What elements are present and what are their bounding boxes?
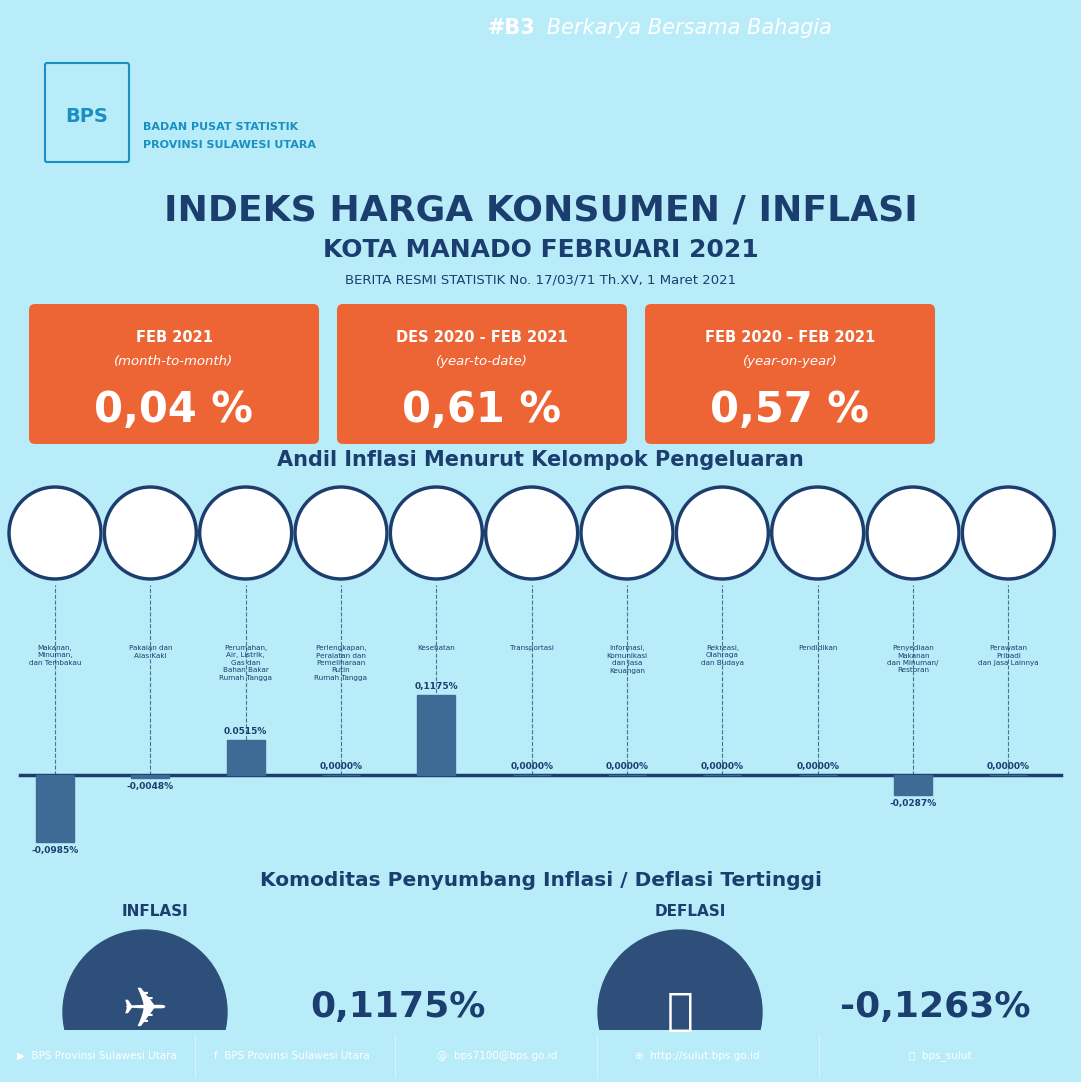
Text: Kesehatan: Kesehatan (417, 645, 455, 651)
Text: ⊕  http://sulut.bps.go.id: ⊕ http://sulut.bps.go.id (635, 1051, 760, 1061)
Text: DEFLASI: DEFLASI (654, 903, 725, 919)
Text: 0,0000%: 0,0000% (510, 762, 553, 771)
Text: ▶  BPS Provinsi Sulawesi Utara: ▶ BPS Provinsi Sulawesi Utara (17, 1051, 177, 1061)
Circle shape (485, 487, 577, 579)
Text: Andil Inflasi Menurut Kelompok Pengeluaran: Andil Inflasi Menurut Kelompok Pengeluar… (277, 450, 804, 470)
Circle shape (598, 931, 762, 1082)
Text: @  bps7100@bps.go.id: @ bps7100@bps.go.id (437, 1051, 558, 1061)
Bar (227, 740, 265, 775)
Text: KOTA MANADO FEBRUARI 2021: KOTA MANADO FEBRUARI 2021 (322, 238, 759, 262)
Text: -0,1263%: -0,1263% (840, 990, 1030, 1024)
Text: 0,1175%: 0,1175% (414, 682, 458, 691)
Bar (131, 775, 170, 778)
Text: Berkarya Bersama Bahagia: Berkarya Bersama Bahagia (540, 17, 832, 38)
Circle shape (390, 487, 482, 579)
Text: Transportasi: Transportasi (510, 645, 553, 651)
Text: ✈: ✈ (122, 985, 169, 1039)
Text: INDEKS HARGA KONSUMEN / INFLASI: INDEKS HARGA KONSUMEN / INFLASI (163, 193, 918, 227)
Text: 0,0000%: 0,0000% (700, 762, 744, 771)
Text: Pakaian dan
Alas Kaki: Pakaian dan Alas Kaki (129, 645, 172, 659)
Text: FEB 2021: FEB 2021 (135, 330, 213, 345)
Circle shape (772, 487, 864, 579)
Circle shape (677, 487, 769, 579)
Text: PROVINSI SULAWESI UTARA: PROVINSI SULAWESI UTARA (143, 140, 316, 150)
Circle shape (295, 487, 387, 579)
Text: Pendidikan: Pendidikan (798, 645, 838, 651)
FancyBboxPatch shape (645, 304, 935, 444)
Text: 0,0000%: 0,0000% (987, 762, 1030, 771)
Bar (36, 775, 74, 842)
Text: Ⓘ  bps_sulut: Ⓘ bps_sulut (909, 1051, 972, 1061)
Text: -0,0985%: -0,0985% (31, 846, 79, 855)
Text: INFLASI: INFLASI (122, 903, 188, 919)
Text: 0,61 %: 0,61 % (402, 390, 561, 431)
Text: 0,0000%: 0,0000% (320, 762, 362, 771)
Text: (month-to-month): (month-to-month) (115, 356, 233, 369)
Circle shape (580, 487, 673, 579)
Circle shape (63, 931, 227, 1082)
Text: Makanan,
Minuman,
dan Tembakau: Makanan, Minuman, dan Tembakau (29, 645, 81, 667)
Circle shape (962, 487, 1054, 579)
Text: FEB 2020 - FEB 2021: FEB 2020 - FEB 2021 (705, 330, 876, 345)
Bar (417, 695, 455, 775)
Text: 🐟: 🐟 (667, 990, 693, 1033)
Text: Perlengkapan,
Peralatan dan
Pemeliharaan
Rutin
Rumah Tangga: Perlengkapan, Peralatan dan Pemeliharaan… (315, 645, 368, 681)
Text: (year-to-date): (year-to-date) (436, 356, 528, 369)
Text: BADAN PUSAT STATISTIK: BADAN PUSAT STATISTIK (143, 122, 298, 132)
Text: -0,0048%: -0,0048% (126, 782, 174, 791)
Text: 0,57 %: 0,57 % (710, 390, 869, 431)
Text: Rekreasi,
Olahraga
dan Budaya: Rekreasi, Olahraga dan Budaya (700, 645, 744, 667)
Text: DES 2020 - FEB 2021: DES 2020 - FEB 2021 (396, 330, 568, 345)
Text: 0,1175%: 0,1175% (310, 990, 485, 1024)
FancyBboxPatch shape (337, 304, 627, 444)
Text: #B3: #B3 (488, 17, 535, 38)
Text: Penyediaan
Makanan
dan Minuman/
Restoran: Penyediaan Makanan dan Minuman/ Restoran (888, 645, 938, 673)
Text: Perumahan,
Air, Listrik,
Gas dan
Bahan Bakar
Rumah Tangga: Perumahan, Air, Listrik, Gas dan Bahan B… (219, 645, 272, 681)
Circle shape (867, 487, 959, 579)
Text: 0.0515%: 0.0515% (224, 727, 267, 736)
Text: 0,04 %: 0,04 % (94, 390, 254, 431)
Circle shape (200, 487, 292, 579)
Circle shape (105, 487, 197, 579)
Text: Komoditas Penyumbang Inflasi / Deflasi Tertinggi: Komoditas Penyumbang Inflasi / Deflasi T… (259, 871, 822, 890)
Text: 0,0000%: 0,0000% (797, 762, 839, 771)
Text: f  BPS Provinsi Sulawesi Utara: f BPS Provinsi Sulawesi Utara (214, 1051, 370, 1061)
Text: 0,0000%: 0,0000% (605, 762, 649, 771)
Text: BERITA RESMI STATISTIK No. 17/03/71 Th.XV, 1 Maret 2021: BERITA RESMI STATISTIK No. 17/03/71 Th.X… (345, 274, 736, 287)
Text: Perawatan
Pribadi
dan Jasa Lainnya: Perawatan Pribadi dan Jasa Lainnya (978, 645, 1039, 667)
Text: Informasi,
Komunikasi
dan Jasa
Keuangan: Informasi, Komunikasi dan Jasa Keuangan (606, 645, 648, 673)
Text: -0,0287%: -0,0287% (890, 799, 936, 807)
FancyBboxPatch shape (29, 304, 319, 444)
Bar (894, 775, 932, 794)
Circle shape (9, 487, 101, 579)
Text: BPS: BPS (66, 107, 108, 127)
Text: (year-on-year): (year-on-year) (743, 356, 838, 369)
